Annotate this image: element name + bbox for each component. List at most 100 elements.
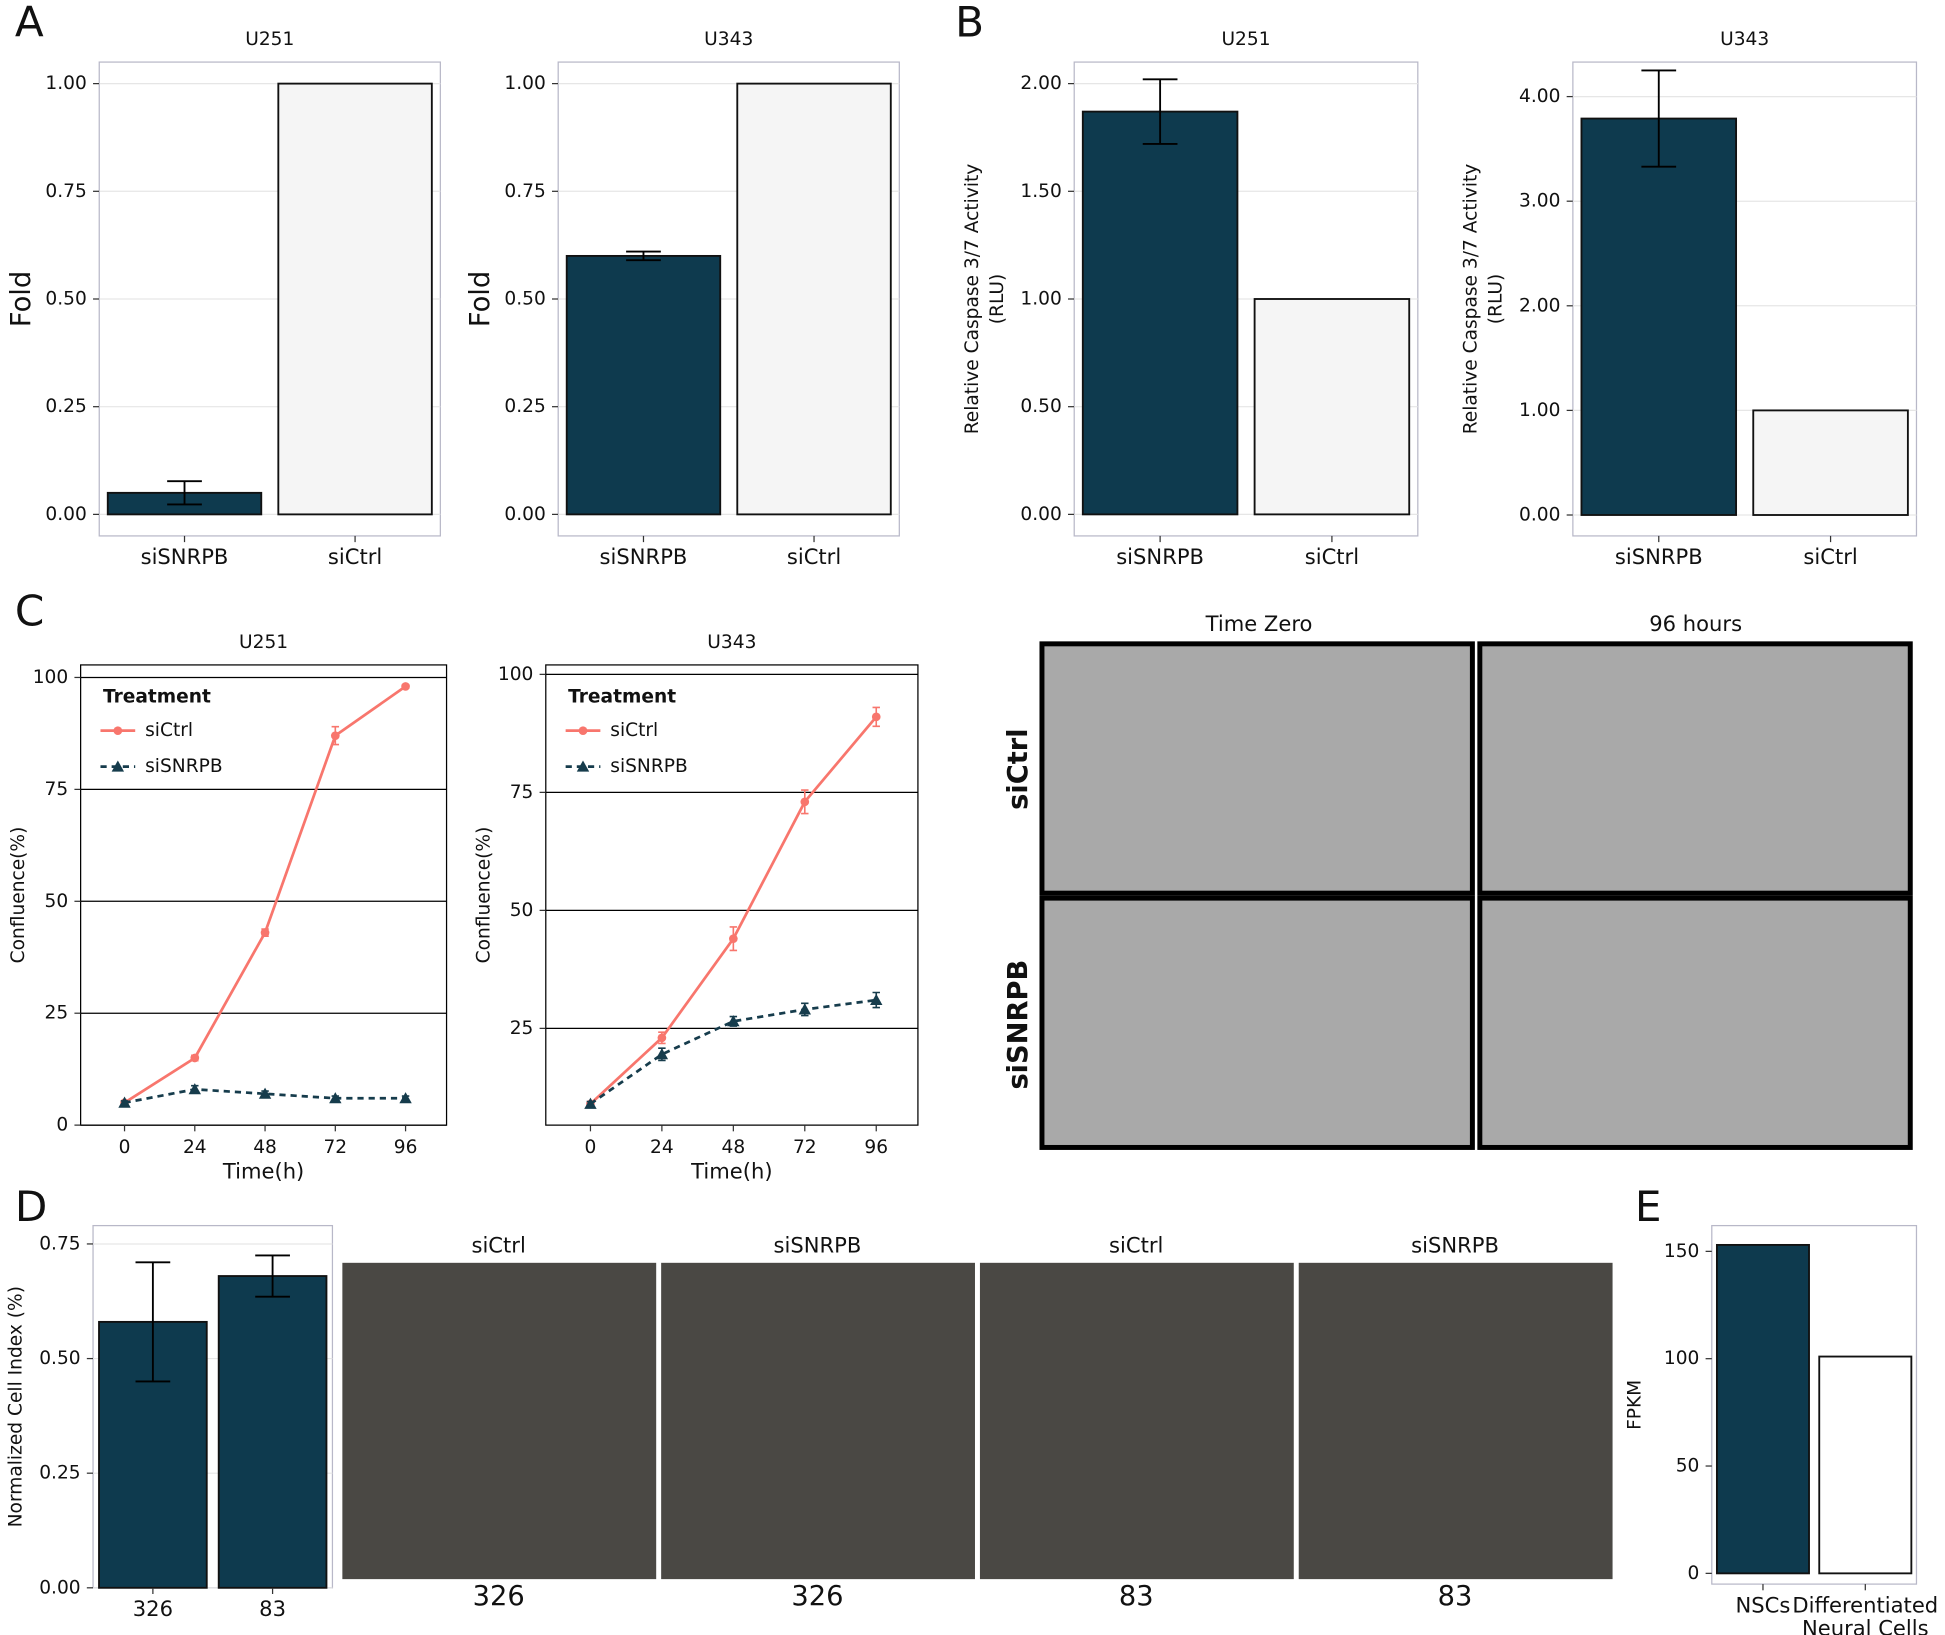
y-tick-label: 0.50	[504, 288, 545, 309]
chart-title: U343	[707, 632, 756, 653]
legend-title: Treatment	[103, 687, 211, 708]
y-tick-label: 50	[510, 900, 534, 921]
micrograph	[1039, 895, 1475, 1150]
marker	[578, 726, 588, 736]
y-axis-label: (RLU)	[987, 274, 1008, 324]
x-tick-label: 83	[259, 1596, 286, 1621]
micrograph	[1039, 641, 1475, 896]
column-title: Time Zero	[1205, 611, 1313, 636]
marker	[655, 1048, 669, 1060]
image-title: siSNRPB	[1411, 1233, 1499, 1258]
marker	[657, 1033, 667, 1043]
y-tick-label: 75	[510, 782, 534, 803]
marker	[111, 760, 125, 772]
error-bar	[1641, 69, 1677, 168]
micrograph	[1477, 641, 1913, 896]
marker	[330, 731, 340, 740]
y-tick-label: 1.00	[45, 73, 86, 94]
y-tick-label: 1.00	[504, 73, 545, 94]
marker	[118, 1096, 131, 1108]
y-tick-label: 0.00	[1519, 505, 1560, 526]
marker	[399, 1092, 412, 1104]
marker	[329, 1092, 342, 1104]
x-tick-label: 24	[183, 1137, 207, 1158]
marker	[188, 1083, 201, 1095]
y-tick-label: 0	[56, 1115, 68, 1136]
y-tick-label: 4.00	[1519, 86, 1560, 107]
marker	[113, 726, 123, 736]
y-tick-label: 0.75	[39, 1233, 80, 1254]
marker	[576, 760, 590, 772]
marker	[584, 1097, 597, 1109]
chart-title: U251	[245, 29, 294, 50]
x-tick-label: 96	[394, 1137, 418, 1158]
y-tick-label: 100	[33, 667, 69, 688]
marker	[800, 797, 810, 807]
row-label: siSNRPB	[1003, 960, 1034, 1090]
y-tick-label: 0	[1688, 1563, 1700, 1584]
x-tick-label: Differentiated Neural Cells	[1792, 1592, 1938, 1635]
error-bar	[135, 1261, 171, 1383]
chart-title: U343	[704, 29, 753, 50]
chart-title: U251	[239, 632, 288, 653]
y-tick-label: 25	[510, 1018, 534, 1039]
y-axis-label: Relative Caspase 3/7 Activity	[962, 164, 983, 435]
bar	[1253, 298, 1411, 516]
y-tick-label: 0.25	[504, 396, 545, 417]
x-tick-label: siSNRPB	[1116, 544, 1204, 569]
x-tick-label: siSNRPB	[1615, 544, 1703, 569]
y-tick-label: 150	[1664, 1241, 1700, 1262]
y-tick-label: 1.00	[1519, 400, 1560, 421]
series-line	[124, 1087, 406, 1105]
bar	[565, 254, 722, 516]
legend-label: siSNRPB	[610, 756, 687, 777]
bar	[736, 82, 892, 516]
panel-letter: D	[15, 1182, 47, 1231]
y-tick-label: 50	[1676, 1456, 1700, 1477]
marker	[798, 1003, 811, 1015]
x-tick-label: siCtrl	[328, 544, 382, 569]
y-tick-label: 50	[45, 891, 69, 912]
marker	[870, 993, 883, 1006]
y-tick-label: 1.00	[1020, 288, 1061, 309]
row-label: siCtrl	[1003, 728, 1034, 809]
panel-letter: E	[1635, 1182, 1662, 1231]
micrograph	[979, 1262, 1294, 1580]
y-tick-label: 0.50	[45, 288, 86, 309]
y-axis-label: (RLU)	[1485, 274, 1506, 324]
y-tick-label: 0.25	[45, 396, 86, 417]
image-label: 326	[473, 1581, 525, 1612]
y-tick-label: 0.50	[1020, 396, 1061, 417]
x-tick-label: 48	[722, 1137, 746, 1158]
y-tick-label: 0.00	[504, 504, 545, 525]
series-line	[589, 998, 877, 1106]
y-tick-label: 25	[45, 1003, 69, 1024]
image-label: 83	[1438, 1581, 1473, 1612]
y-tick-label: 75	[45, 779, 69, 800]
x-tick-label: siCtrl	[787, 544, 841, 569]
marker	[258, 1087, 272, 1099]
x-tick-label: 326	[133, 1596, 173, 1621]
image-title: siCtrl	[471, 1233, 525, 1258]
x-tick-label: 96	[864, 1137, 888, 1158]
legend-label: siCtrl	[610, 720, 658, 741]
chart-title: U343	[1720, 29, 1769, 50]
marker	[190, 1053, 200, 1063]
chart-title: U251	[1221, 29, 1270, 50]
x-tick-label: 48	[253, 1137, 277, 1158]
x-tick-label: 72	[793, 1137, 817, 1158]
y-axis-label: Confluence(%)	[473, 827, 494, 964]
image-title: siCtrl	[1109, 1233, 1163, 1258]
error-bar	[626, 250, 661, 262]
error-bar	[167, 480, 202, 506]
error-bar	[1142, 78, 1178, 145]
y-axis-label: Fold	[6, 271, 37, 327]
y-tick-label: 2.00	[1020, 73, 1061, 94]
x-axis-label: Time(h)	[222, 1158, 304, 1183]
legend-title: Treatment	[568, 687, 676, 708]
micrograph	[342, 1262, 657, 1580]
x-tick-label: siSNRPB	[600, 544, 688, 569]
y-tick-label: 3.00	[1519, 191, 1560, 212]
micrograph	[1477, 895, 1913, 1150]
x-tick-label: 0	[585, 1137, 597, 1158]
